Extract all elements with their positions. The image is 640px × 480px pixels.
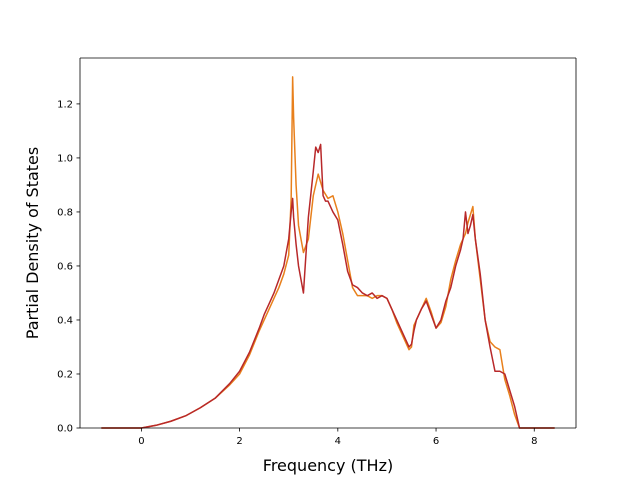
series-line-1	[101, 76, 555, 429]
series-line-2	[101, 143, 555, 429]
y-tick-label: 0.4	[57, 315, 73, 326]
y-axis-label: Partial Density of States	[23, 147, 42, 339]
axes-frame	[79, 57, 577, 429]
x-axis-label: Frequency (THz)	[263, 456, 393, 475]
x-tick-label: 0	[138, 436, 144, 447]
y-axis-ticks: 0.0 0.2 0.4 0.6 0.8 1.0 1.2	[57, 99, 80, 435]
x-axis-ticks: 0 2 4 6 8	[138, 428, 537, 447]
x-tick-label: 6	[433, 436, 439, 447]
y-tick-label: 0.6	[57, 261, 73, 272]
y-tick-label: 0.2	[57, 369, 73, 380]
y-tick-label: 0.8	[57, 207, 73, 218]
x-tick-label: 4	[335, 436, 341, 447]
y-tick-label: 0.0	[57, 424, 73, 435]
series-layer	[101, 76, 555, 429]
x-tick-label: 2	[236, 436, 242, 447]
y-tick-label: 1.0	[57, 153, 73, 164]
y-tick-label: 1.2	[57, 99, 73, 110]
x-tick-label: 8	[531, 436, 537, 447]
